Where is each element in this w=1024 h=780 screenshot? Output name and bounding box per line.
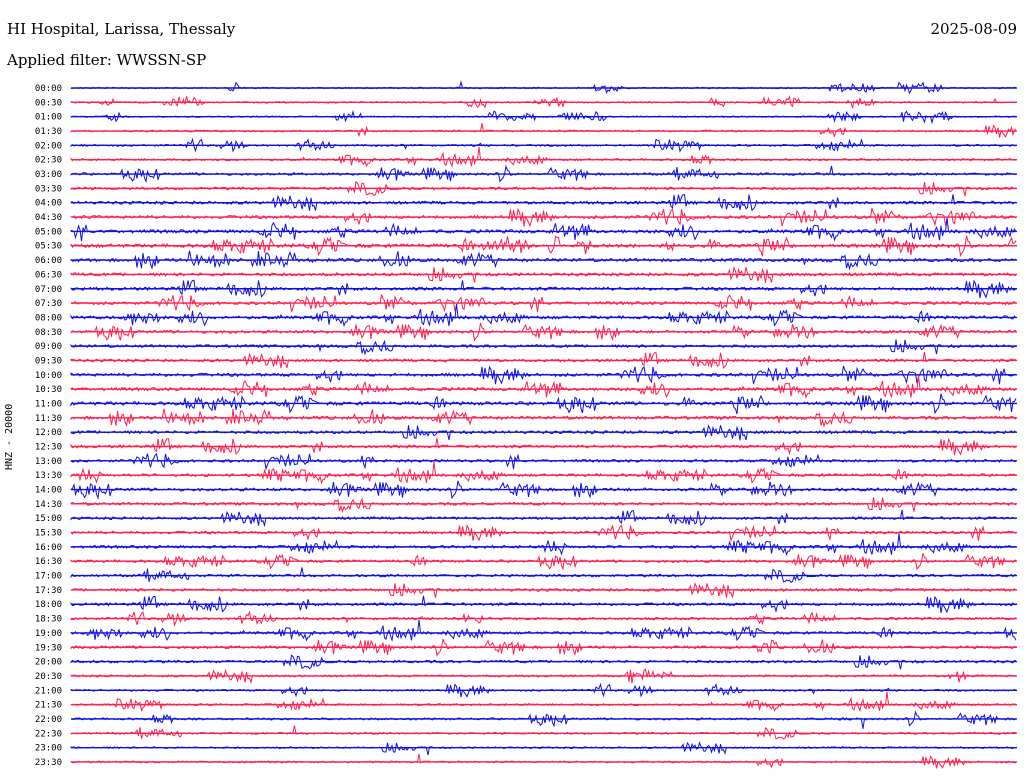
time-tick-label: 18:00 <box>35 600 62 610</box>
station-title: HI Hospital, Larissa, Thessaly <box>7 20 236 38</box>
seismic-trace <box>70 753 1017 769</box>
seismic-trace <box>70 619 1017 643</box>
time-tick-label: 03:30 <box>35 184 62 194</box>
time-tick-label: 13:30 <box>35 471 62 481</box>
time-tick-label: 12:00 <box>35 428 62 438</box>
time-tick-label: 01:00 <box>35 113 62 123</box>
time-tick-label: 05:00 <box>35 227 62 237</box>
time-tick-label: 23:30 <box>35 758 62 768</box>
time-tick-label: 05:30 <box>35 242 62 252</box>
time-tick-label: 17:00 <box>35 572 62 582</box>
time-tick-label: 20:00 <box>35 658 62 668</box>
seismic-trace <box>70 533 1017 556</box>
time-tick-label: 12:30 <box>35 443 62 453</box>
time-tick-label: 08:30 <box>35 328 62 338</box>
time-tick-label: 14:30 <box>35 500 62 510</box>
time-tick-label: 20:30 <box>35 672 62 682</box>
time-tick-label: 17:30 <box>35 586 62 596</box>
time-tick-label: 08:00 <box>35 313 62 323</box>
time-tick-label: 14:00 <box>35 486 62 496</box>
time-tick-label: 15:30 <box>35 529 62 539</box>
time-tick-label: 01:30 <box>35 127 62 137</box>
seismic-trace <box>70 146 1017 168</box>
time-tick-label: 04:00 <box>35 199 62 209</box>
time-tick-label: 00:30 <box>35 98 62 108</box>
seismic-trace <box>70 123 1017 138</box>
time-tick-label: 02:00 <box>35 141 62 151</box>
time-tick-label: 09:00 <box>35 342 62 352</box>
time-tick-label: 06:00 <box>35 256 62 266</box>
seismic-trace <box>70 710 1017 729</box>
seismic-trace <box>70 375 1017 399</box>
time-tick-label: 04:30 <box>35 213 62 223</box>
time-tick-label: 06:30 <box>35 270 62 280</box>
seismic-trace <box>70 180 1017 197</box>
time-tick-label: 21:30 <box>35 701 62 711</box>
seismic-trace <box>70 725 1017 740</box>
time-tick-label: 03:00 <box>35 170 62 180</box>
time-tick-label: 11:30 <box>35 414 62 424</box>
seismic-trace <box>70 217 1017 242</box>
time-tick-label: 16:30 <box>35 557 62 567</box>
time-tick-label: 11:00 <box>35 399 62 409</box>
time-tick-label: 23:00 <box>35 744 62 754</box>
time-tick-label: 19:00 <box>35 629 62 639</box>
time-tick-label: 00:00 <box>35 84 62 94</box>
seismic-trace <box>70 461 1017 485</box>
filter-label: Applied filter: WWSSN-SP <box>7 51 207 69</box>
time-tick-label: 02:30 <box>35 156 62 166</box>
time-tick-label: 10:00 <box>35 371 62 381</box>
time-tick-label: 22:30 <box>35 729 62 739</box>
seismic-trace <box>70 303 1017 328</box>
time-tick-label: 13:00 <box>35 457 62 467</box>
seismic-trace <box>70 741 1017 756</box>
time-tick-label: 16:00 <box>35 543 62 553</box>
time-tick-label: 19:30 <box>35 643 62 653</box>
time-tick-label: 10:30 <box>35 385 62 395</box>
time-tick-label: 18:30 <box>35 615 62 625</box>
time-tick-label: 15:00 <box>35 514 62 524</box>
time-tick-label: 09:30 <box>35 356 62 366</box>
seismic-trace <box>70 691 1017 713</box>
seismic-trace <box>70 654 1017 670</box>
time-tick-label: 07:00 <box>35 285 62 295</box>
date-label: 2025-08-09 <box>930 20 1017 38</box>
time-tick-label: 21:00 <box>35 686 62 696</box>
seismic-trace <box>70 567 1017 583</box>
time-tick-label: 07:30 <box>35 299 62 309</box>
time-tick-label: 22:00 <box>35 715 62 725</box>
